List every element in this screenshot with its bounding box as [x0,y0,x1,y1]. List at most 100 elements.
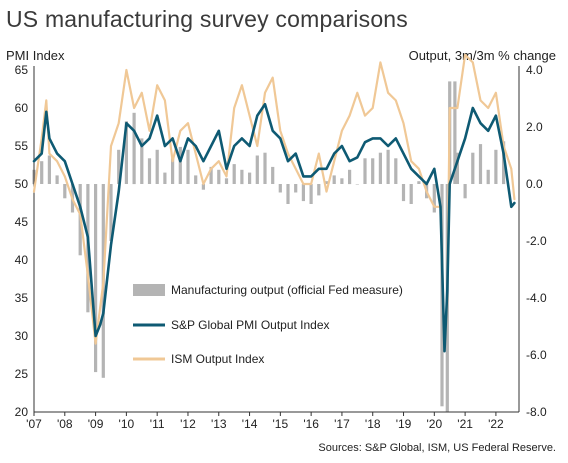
output-bar [63,184,67,199]
output-bar [47,155,51,184]
legend-label: S&P Global PMI Output Index [171,318,330,332]
left-tick-label: 35 [15,291,29,305]
output-bar [255,155,259,184]
output-bar [155,149,159,184]
output-bar [502,141,506,185]
output-bar [163,172,167,184]
output-bar [147,158,152,184]
x-tick-label: '07 [26,417,42,431]
right-tick-label: -4.0 [526,291,547,305]
left-tick-label: 30 [15,329,29,343]
output-bar [309,184,313,204]
chart-title: US manufacturing survey comparisons [6,6,408,32]
output-bar [201,184,205,190]
output-bar [124,121,128,184]
axes [33,66,520,413]
legend-swatch-bars [133,284,165,296]
output-bar [471,152,475,184]
output-bar [478,144,483,184]
x-tick-label: '18 [365,417,381,431]
x-tick-label: '22 [488,417,504,431]
output-bar [140,138,144,184]
legend-label: ISM Output Index [171,352,264,366]
output-bar [248,172,252,184]
output-bar [332,175,336,184]
output-bar [194,175,198,184]
output-bar [340,178,344,184]
left-tick-label: 65 [15,63,29,77]
output-bar [463,184,467,199]
output-bar [186,149,190,184]
output-bar [494,149,498,184]
right-tick-label: -2.0 [526,234,547,248]
output-bar [178,146,182,184]
output-bar [217,169,221,185]
output-bar [232,164,236,184]
output-bar [394,158,398,184]
output-bar [453,81,457,184]
x-tick-label: '21 [457,417,473,431]
output-bar [286,184,290,204]
output-bar [486,169,490,185]
output-bar [224,178,229,184]
x-tick-label: '12 [180,417,196,431]
right-axis-label: Output, 3m/3m % change [408,48,556,63]
output-bar [294,184,298,193]
left-tick-labels: 20 25 30 35 40 45 50 55 60 65 [15,63,29,419]
x-tick-labels: '07 '08 '09 '10 '11 '12 '13 '14 '15 '16 '17 '18 '19 '… [26,412,504,431]
output-bars [32,81,506,412]
right-tick-label: 2.0 [526,120,543,134]
output-bar [117,149,121,184]
output-bar [209,166,213,184]
output-bar [348,169,352,185]
output-bar [401,184,406,202]
output-bar [132,112,136,185]
left-tick-label: 50 [15,177,29,191]
output-bar [171,158,175,184]
left-tick-label: 20 [15,405,29,419]
source-note: Sources: S&P Global, ISM, US Federal Res… [318,442,556,454]
output-bar [94,184,98,373]
left-axis-label: PMI Index [6,48,65,63]
output-bar [109,184,113,241]
x-tick-label: '19 [396,417,412,431]
output-bar [263,152,267,184]
output-bar [432,184,436,213]
output-bar [55,175,59,184]
output-bar [378,152,382,184]
output-bar [271,166,275,184]
output-bar [363,158,367,184]
output-bar [417,181,421,184]
output-bar [455,152,459,184]
spg-pmi-line [32,102,516,353]
x-tick-label: '09 [88,417,104,431]
x-tick-label: '14 [242,417,258,431]
x-tick-label: '13 [211,417,227,431]
left-tick-label: 55 [15,139,29,153]
output-bar [278,184,282,193]
legend-label: Manufacturing output (official Fed measu… [171,283,403,297]
x-tick-label: '15 [273,417,289,431]
output-bar [324,181,329,184]
x-tick-label: '08 [57,417,73,431]
output-bar [240,169,244,185]
output-bar [409,184,413,204]
left-tick-label: 25 [15,367,29,381]
right-tick-label: -6.0 [526,348,547,362]
left-tick-label: 45 [15,215,29,229]
output-bar [40,161,44,184]
right-tick-labels: -8.0 -6.0 -4.0 -2.0 0.0 2.0 4.0 [526,63,547,419]
x-tick-label: '16 [303,417,319,431]
left-tick-label: 40 [15,253,29,267]
x-tick-label: '17 [334,417,350,431]
x-tick-label: '20 [426,417,442,431]
output-bar [317,184,321,196]
output-bar [301,184,305,202]
right-tick-label: -8.0 [526,405,547,419]
output-bar [386,149,390,184]
x-tick-label: '11 [150,417,165,431]
right-tick-label: 4.0 [526,63,543,77]
legend: Manufacturing output (official Fed measu… [133,283,403,366]
x-tick-label: '10 [119,417,135,431]
